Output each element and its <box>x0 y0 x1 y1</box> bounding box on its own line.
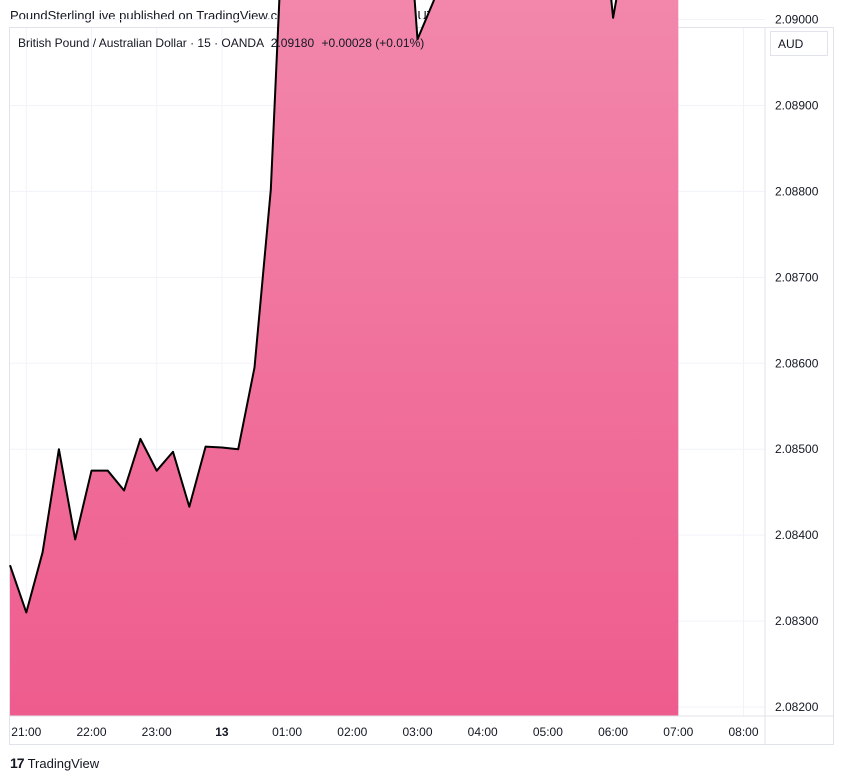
x-tick-label: 22:00 <box>76 725 106 739</box>
y-tick-label: 2.08600 <box>775 356 819 370</box>
x-tick-label: 21:00 <box>11 725 41 739</box>
brand-name: TradingView <box>27 755 100 771</box>
area-fill <box>10 0 679 716</box>
y-tick-label: 2.08500 <box>775 442 819 456</box>
y-tick-label: 2.08300 <box>775 614 819 628</box>
symbol-legend: British Pound / Australian Dollar · 15 ·… <box>18 36 424 50</box>
x-tick-label: 05:00 <box>533 725 563 739</box>
axes-layer: 2.08200 2.08300 2.08400 2.08500 2.08600 2.087… <box>10 13 833 744</box>
symbol-name: British Pound / Australian Dollar · 15 ·… <box>18 36 264 50</box>
x-tick-label: 02:00 <box>337 725 367 739</box>
y-tick-label: 2.08800 <box>775 184 819 198</box>
x-tick-label: 23:00 <box>142 725 172 739</box>
tradingview-logo-icon: 17 <box>10 755 25 771</box>
currency-selector[interactable]: AUD <box>770 31 828 56</box>
x-tick-label: 13 <box>215 725 229 739</box>
y-tick-label: 2.09000 <box>775 13 819 27</box>
x-tick-label: 04:00 <box>468 725 498 739</box>
price-line-layer <box>9 0 618 614</box>
area-fill-layer <box>10 0 679 716</box>
footer-branding: 17 TradingView <box>10 755 99 771</box>
x-tick-label: 03:00 <box>402 725 432 739</box>
last-price: 2.09180 <box>270 36 315 50</box>
x-tick-label: 08:00 <box>728 725 758 739</box>
y-tick-label: 2.08900 <box>775 98 819 112</box>
y-tick-label: 2.08400 <box>775 528 819 542</box>
y-tick-label: 2.08700 <box>775 270 819 284</box>
x-tick-label: 07:00 <box>663 725 693 739</box>
x-tick-label: 06:00 <box>598 725 628 739</box>
price-line <box>9 0 618 614</box>
price-change: +0.00028 (+0.01%) <box>321 36 425 50</box>
x-tick-label: 01:00 <box>272 725 302 739</box>
y-tick-label: 2.08200 <box>775 700 819 714</box>
